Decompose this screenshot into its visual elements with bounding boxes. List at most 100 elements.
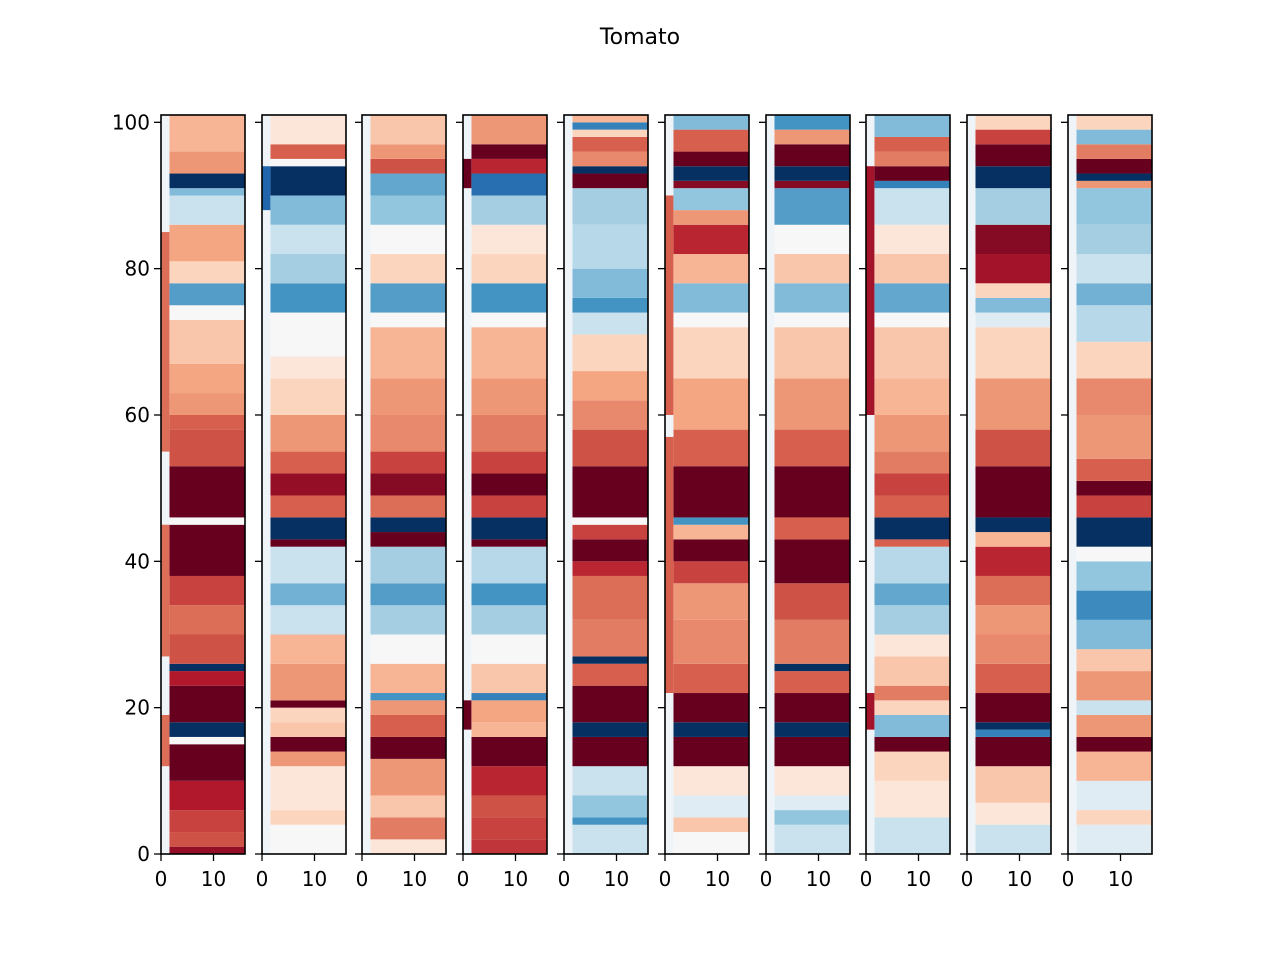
- panel-frame: [966, 114, 1052, 855]
- heatmap-panel: 0 10: [1061, 114, 1153, 891]
- heatmap-cell: [572, 466, 648, 518]
- heatmap-cell: [370, 173, 446, 196]
- heatmap-cell: [169, 575, 245, 606]
- heatmap-cell: [774, 466, 850, 518]
- heatmap-cell: [270, 144, 346, 159]
- heatmap-cell: [673, 722, 749, 737]
- heatmap-cell: [572, 268, 648, 298]
- heatmap-cell: [1076, 561, 1152, 591]
- y-tick-label: 100: [112, 110, 150, 134]
- heatmap-cell: [673, 466, 749, 518]
- heatmap-cell: [774, 180, 850, 189]
- heatmap-cell: [975, 166, 1051, 189]
- heatmap-cell: [673, 224, 749, 255]
- x-tick-label: 10: [705, 867, 730, 891]
- heatmap-cell: [975, 634, 1051, 664]
- x-tick-label: 10: [806, 867, 831, 891]
- heatmap-cell: [169, 466, 245, 518]
- heatmap-cell: [471, 517, 547, 540]
- heatmap-cell: [471, 495, 547, 518]
- heatmap-cell: [572, 824, 648, 854]
- heatmap-panel: 0 10: [355, 114, 447, 891]
- heatmap-cell: [774, 144, 850, 167]
- heatmap-cell: [370, 532, 446, 547]
- heatmap-cell: [471, 173, 547, 196]
- heatmap-cell: [673, 832, 749, 854]
- edge-cell: [161, 524, 170, 657]
- heatmap-cell: [370, 158, 446, 174]
- heatmap-cell: [169, 115, 245, 152]
- heatmap-cell: [169, 414, 245, 430]
- heatmap-cell: [874, 136, 950, 152]
- heatmap-cell: [270, 539, 346, 547]
- heatmap-cell: [370, 700, 446, 715]
- heatmap-cell: [572, 539, 648, 562]
- heatmap-cell: [471, 546, 547, 584]
- heatmap-cell: [673, 817, 749, 833]
- panel-frame: [462, 114, 548, 855]
- heatmap-cell: [874, 539, 950, 547]
- heatmap-cell: [874, 224, 950, 255]
- heatmap-cell: [169, 832, 245, 847]
- heatmap-cell: [370, 795, 446, 818]
- heatmap-cell: [169, 319, 245, 364]
- edge-cell: [463, 700, 472, 730]
- panel-frame: [664, 114, 750, 855]
- heatmap-cell: [370, 693, 446, 701]
- panel-frame: [1067, 114, 1153, 855]
- heatmap-cell: [1076, 546, 1152, 562]
- heatmap-cell: [471, 115, 547, 145]
- heatmap-cell: [774, 517, 850, 540]
- edge-cell: [866, 166, 875, 415]
- y-tick-label: 80: [125, 257, 150, 281]
- heatmap-cell: [673, 619, 749, 664]
- heatmap-cell: [673, 115, 749, 130]
- heatmap-cell: [370, 495, 446, 518]
- heatmap-cell: [471, 663, 547, 694]
- heatmap-panel: 0 10: [759, 114, 851, 891]
- heatmap-cell: [572, 371, 648, 401]
- heatmap-cell: [774, 429, 850, 467]
- heatmap-cell: [572, 115, 648, 123]
- heatmap-cell: [471, 817, 547, 840]
- heatmap-cell: [1076, 115, 1152, 130]
- x-tick-label: 10: [302, 867, 327, 891]
- heatmap-cell: [169, 283, 245, 306]
- heatmap-cell: [471, 283, 547, 313]
- x-tick-label: 0: [256, 867, 269, 891]
- edge-column: [967, 115, 976, 854]
- heatmap-cell: [874, 378, 950, 415]
- heatmap-cell: [270, 736, 346, 752]
- heatmap-cell: [874, 583, 950, 606]
- heatmap-cell: [169, 722, 245, 737]
- heatmap-cell: [169, 151, 245, 174]
- heatmap-cell: [270, 356, 346, 379]
- heatmap-cell: [370, 144, 446, 159]
- heatmap-cell: [673, 561, 749, 584]
- heatmap-cell: [975, 144, 1051, 167]
- x-tick-label: 0: [356, 867, 369, 891]
- heatmap-cell: [370, 634, 446, 664]
- panel-frame: [765, 114, 851, 855]
- heatmap-cell: [169, 305, 245, 320]
- heatmap-cell: [270, 700, 346, 708]
- x-tick-label: 10: [201, 867, 226, 891]
- heatmap-cell: [270, 634, 346, 664]
- heatmap-cell: [874, 327, 950, 379]
- heatmap-cell: [774, 810, 850, 825]
- heatmap-cell: [471, 378, 547, 415]
- heatmap-cell: [270, 254, 346, 284]
- heatmap-cell: [572, 312, 648, 335]
- heatmap-cell: [975, 129, 1051, 145]
- heatmap-cell: [169, 195, 245, 225]
- panel-frame: [865, 114, 951, 855]
- heatmap-cell: [975, 605, 1051, 635]
- heatmap-cell: [673, 129, 749, 152]
- heatmap-cell: [471, 766, 547, 796]
- heatmap-cell: [572, 524, 648, 540]
- edge-cell: [463, 158, 472, 189]
- heatmap-cell: [774, 166, 850, 181]
- heatmap-cell: [572, 575, 648, 620]
- heatmap-cell: [270, 283, 346, 313]
